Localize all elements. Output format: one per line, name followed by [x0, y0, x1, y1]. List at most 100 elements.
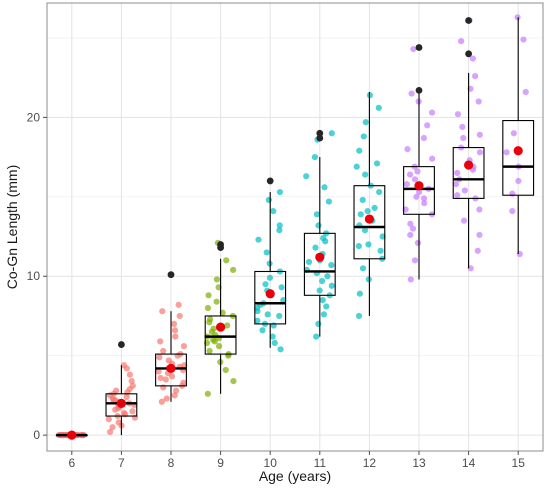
mean-marker: [364, 214, 374, 224]
mean-marker: [265, 289, 275, 299]
data-point: [205, 292, 212, 299]
data-point: [328, 262, 335, 269]
data-point: [213, 276, 221, 283]
data-point: [420, 134, 427, 142]
data-point: [175, 301, 182, 308]
data-point: [319, 296, 326, 304]
data-point: [414, 168, 421, 175]
data-point: [475, 98, 482, 105]
x-tick-label: 14: [462, 456, 476, 470]
data-point: [424, 122, 431, 129]
y-tick-label: 0: [33, 428, 40, 442]
data-point: [215, 343, 223, 350]
data-point: [469, 55, 477, 62]
data-point: [359, 265, 367, 272]
y-tick-label: 10: [27, 269, 41, 283]
data-point: [411, 176, 419, 183]
data-point: [355, 242, 362, 250]
data-point: [454, 169, 461, 177]
data-point: [165, 357, 172, 364]
data-point: [407, 276, 414, 283]
data-point: [467, 265, 474, 272]
data-point: [160, 347, 167, 355]
data-point: [263, 249, 270, 256]
mean-marker: [414, 181, 424, 191]
data-point: [503, 149, 510, 156]
data-point: [107, 428, 114, 436]
data-point: [413, 193, 420, 200]
data-point: [420, 195, 428, 202]
data-point: [362, 171, 369, 178]
data-point: [421, 200, 428, 207]
data-point: [356, 147, 363, 154]
data-point: [158, 398, 165, 405]
data-point: [376, 188, 383, 196]
box-iqr: [452, 147, 485, 199]
box-iqr: [353, 185, 386, 260]
data-point: [328, 282, 335, 289]
data-point: [180, 343, 188, 350]
data-point: [520, 36, 527, 43]
data-point: [320, 311, 328, 318]
x-axis-title: Age (years): [259, 468, 331, 484]
data-point: [266, 274, 274, 281]
data-point: [460, 217, 468, 224]
data-point: [510, 130, 517, 137]
data-point: [476, 206, 483, 213]
data-point: [428, 109, 436, 116]
data-point: [259, 327, 266, 334]
data-point: [276, 312, 283, 320]
data-point: [407, 220, 414, 227]
data-point: [176, 312, 183, 320]
data-point: [211, 338, 218, 345]
data-point: [365, 241, 372, 248]
outlier-point: [415, 44, 423, 51]
data-point: [409, 225, 417, 232]
data-point: [213, 298, 220, 305]
data-point: [516, 250, 523, 258]
data-point: [163, 395, 170, 402]
data-point: [407, 231, 414, 239]
data-point: [155, 368, 162, 375]
data-point: [429, 155, 436, 162]
data-point: [303, 173, 310, 180]
data-point: [120, 362, 127, 369]
data-point: [356, 290, 363, 297]
x-tick-label: 10: [264, 456, 278, 470]
data-point: [460, 134, 467, 142]
data-point: [171, 327, 179, 334]
outlier-point: [465, 17, 472, 24]
data-point: [264, 311, 271, 318]
data-point: [157, 338, 164, 345]
box-iqr: [204, 315, 237, 355]
box-iqr: [155, 353, 187, 387]
mean-marker: [166, 363, 176, 373]
data-point: [319, 277, 326, 285]
data-point: [509, 208, 516, 215]
data-point: [328, 130, 335, 137]
data-point: [515, 177, 522, 185]
data-point: [360, 133, 367, 140]
data-point: [276, 222, 283, 229]
mean-marker: [513, 146, 523, 156]
data-point: [170, 320, 178, 328]
data-point: [128, 377, 135, 385]
x-tick-label: 12: [363, 456, 377, 470]
data-point: [452, 181, 460, 188]
data-point: [414, 239, 422, 246]
data-point: [472, 72, 479, 80]
data-point: [278, 284, 285, 291]
axes: 0 10 20 6 7 8 9 10 11 12 13 14 15: [27, 110, 526, 470]
data-point: [204, 390, 211, 397]
outlier-point: [465, 50, 472, 58]
data-point: [171, 392, 178, 399]
box-iqr: [303, 232, 336, 296]
data-point: [311, 153, 318, 161]
data-point: [123, 393, 130, 401]
data-point: [324, 273, 331, 280]
data-point: [316, 287, 323, 294]
data-point: [109, 424, 116, 431]
data-point: [206, 347, 213, 355]
outlier-point: [266, 177, 274, 185]
